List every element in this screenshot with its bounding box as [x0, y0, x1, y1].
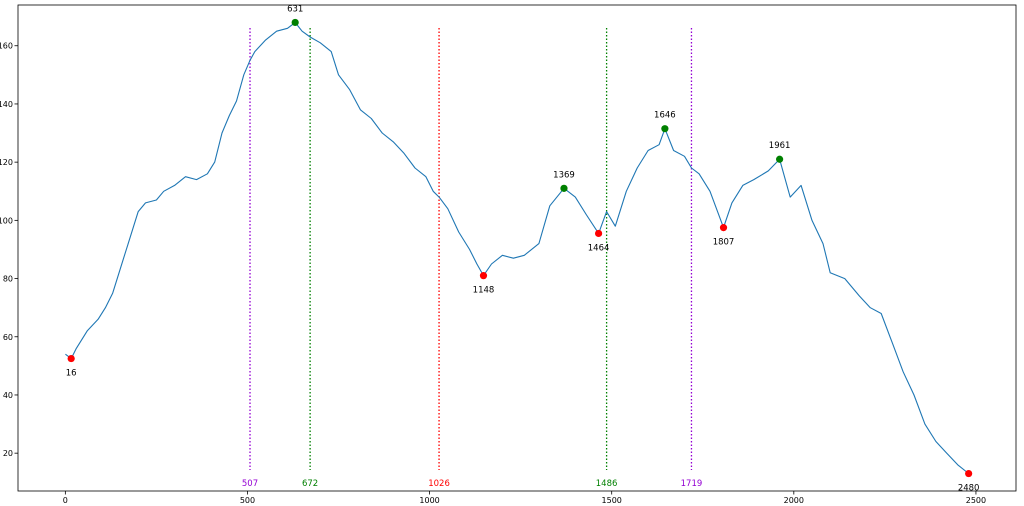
x-tick-label-0: 0 [63, 496, 68, 505]
vertical-markers: 507 672 1026 1486 1719 [242, 28, 702, 489]
extrema-points: 631 1369 1646 1961 16 1148 1464 1807 2480 [66, 4, 980, 493]
x-tick-label-1500: 1500 [602, 496, 622, 505]
series-lines [65, 21, 969, 474]
y-tick-label-100: 100 [0, 216, 13, 225]
peak-point-631 [291, 18, 299, 27]
trough-point-1464 [594, 229, 603, 238]
y-tick-label-40: 40 [3, 391, 13, 400]
y-tick-label-80: 80 [3, 275, 13, 284]
peak-label-1369: 1369 [553, 170, 575, 180]
y-tick-label-60: 60 [3, 333, 13, 342]
trough-point-1807 [719, 224, 728, 232]
vline-label-1719: 1719 [681, 479, 703, 489]
y-tick-label-120: 120 [0, 158, 13, 167]
peak-point-1961 [776, 155, 784, 163]
peak-point-1646 [661, 125, 669, 133]
trough-label-16: 16 [66, 369, 77, 379]
trough-label-2480: 2480 [958, 484, 980, 494]
x-tick-label-2500: 2500 [966, 496, 986, 505]
y-tick-label-140: 140 [0, 100, 13, 109]
peak-point-1369 [560, 184, 568, 192]
trough-label-1148: 1148 [473, 286, 495, 296]
x-tick-label-500: 500 [240, 496, 255, 505]
vline-label-672: 672 [302, 479, 318, 489]
trough-point-1148 [479, 272, 488, 280]
peak-label-631: 631 [287, 4, 303, 14]
x-tick-label-2000: 2000 [784, 496, 804, 505]
y-axis: 20 40 60 80 100 120 140 160 [0, 42, 18, 458]
y-tick-label-160: 160 [0, 42, 13, 51]
series-line-0 [65, 21, 969, 474]
x-tick-label-1000: 1000 [419, 496, 439, 505]
vline-label-1486: 1486 [596, 479, 618, 489]
trough-point-16 [67, 354, 75, 363]
y-tick-label-20: 20 [3, 449, 13, 458]
trough-point-2480 [965, 469, 973, 478]
x-axis: 0 500 1000 1500 2000 2500 [63, 491, 986, 505]
vline-label-507: 507 [242, 479, 258, 489]
vline-label-1026: 1026 [428, 479, 450, 489]
trough-label-1464: 1464 [588, 243, 610, 253]
plot-frame [17, 4, 1017, 492]
trough-label-1807: 1807 [713, 238, 735, 248]
peak-label-1646: 1646 [654, 111, 676, 121]
peak-label-1961: 1961 [769, 141, 791, 151]
